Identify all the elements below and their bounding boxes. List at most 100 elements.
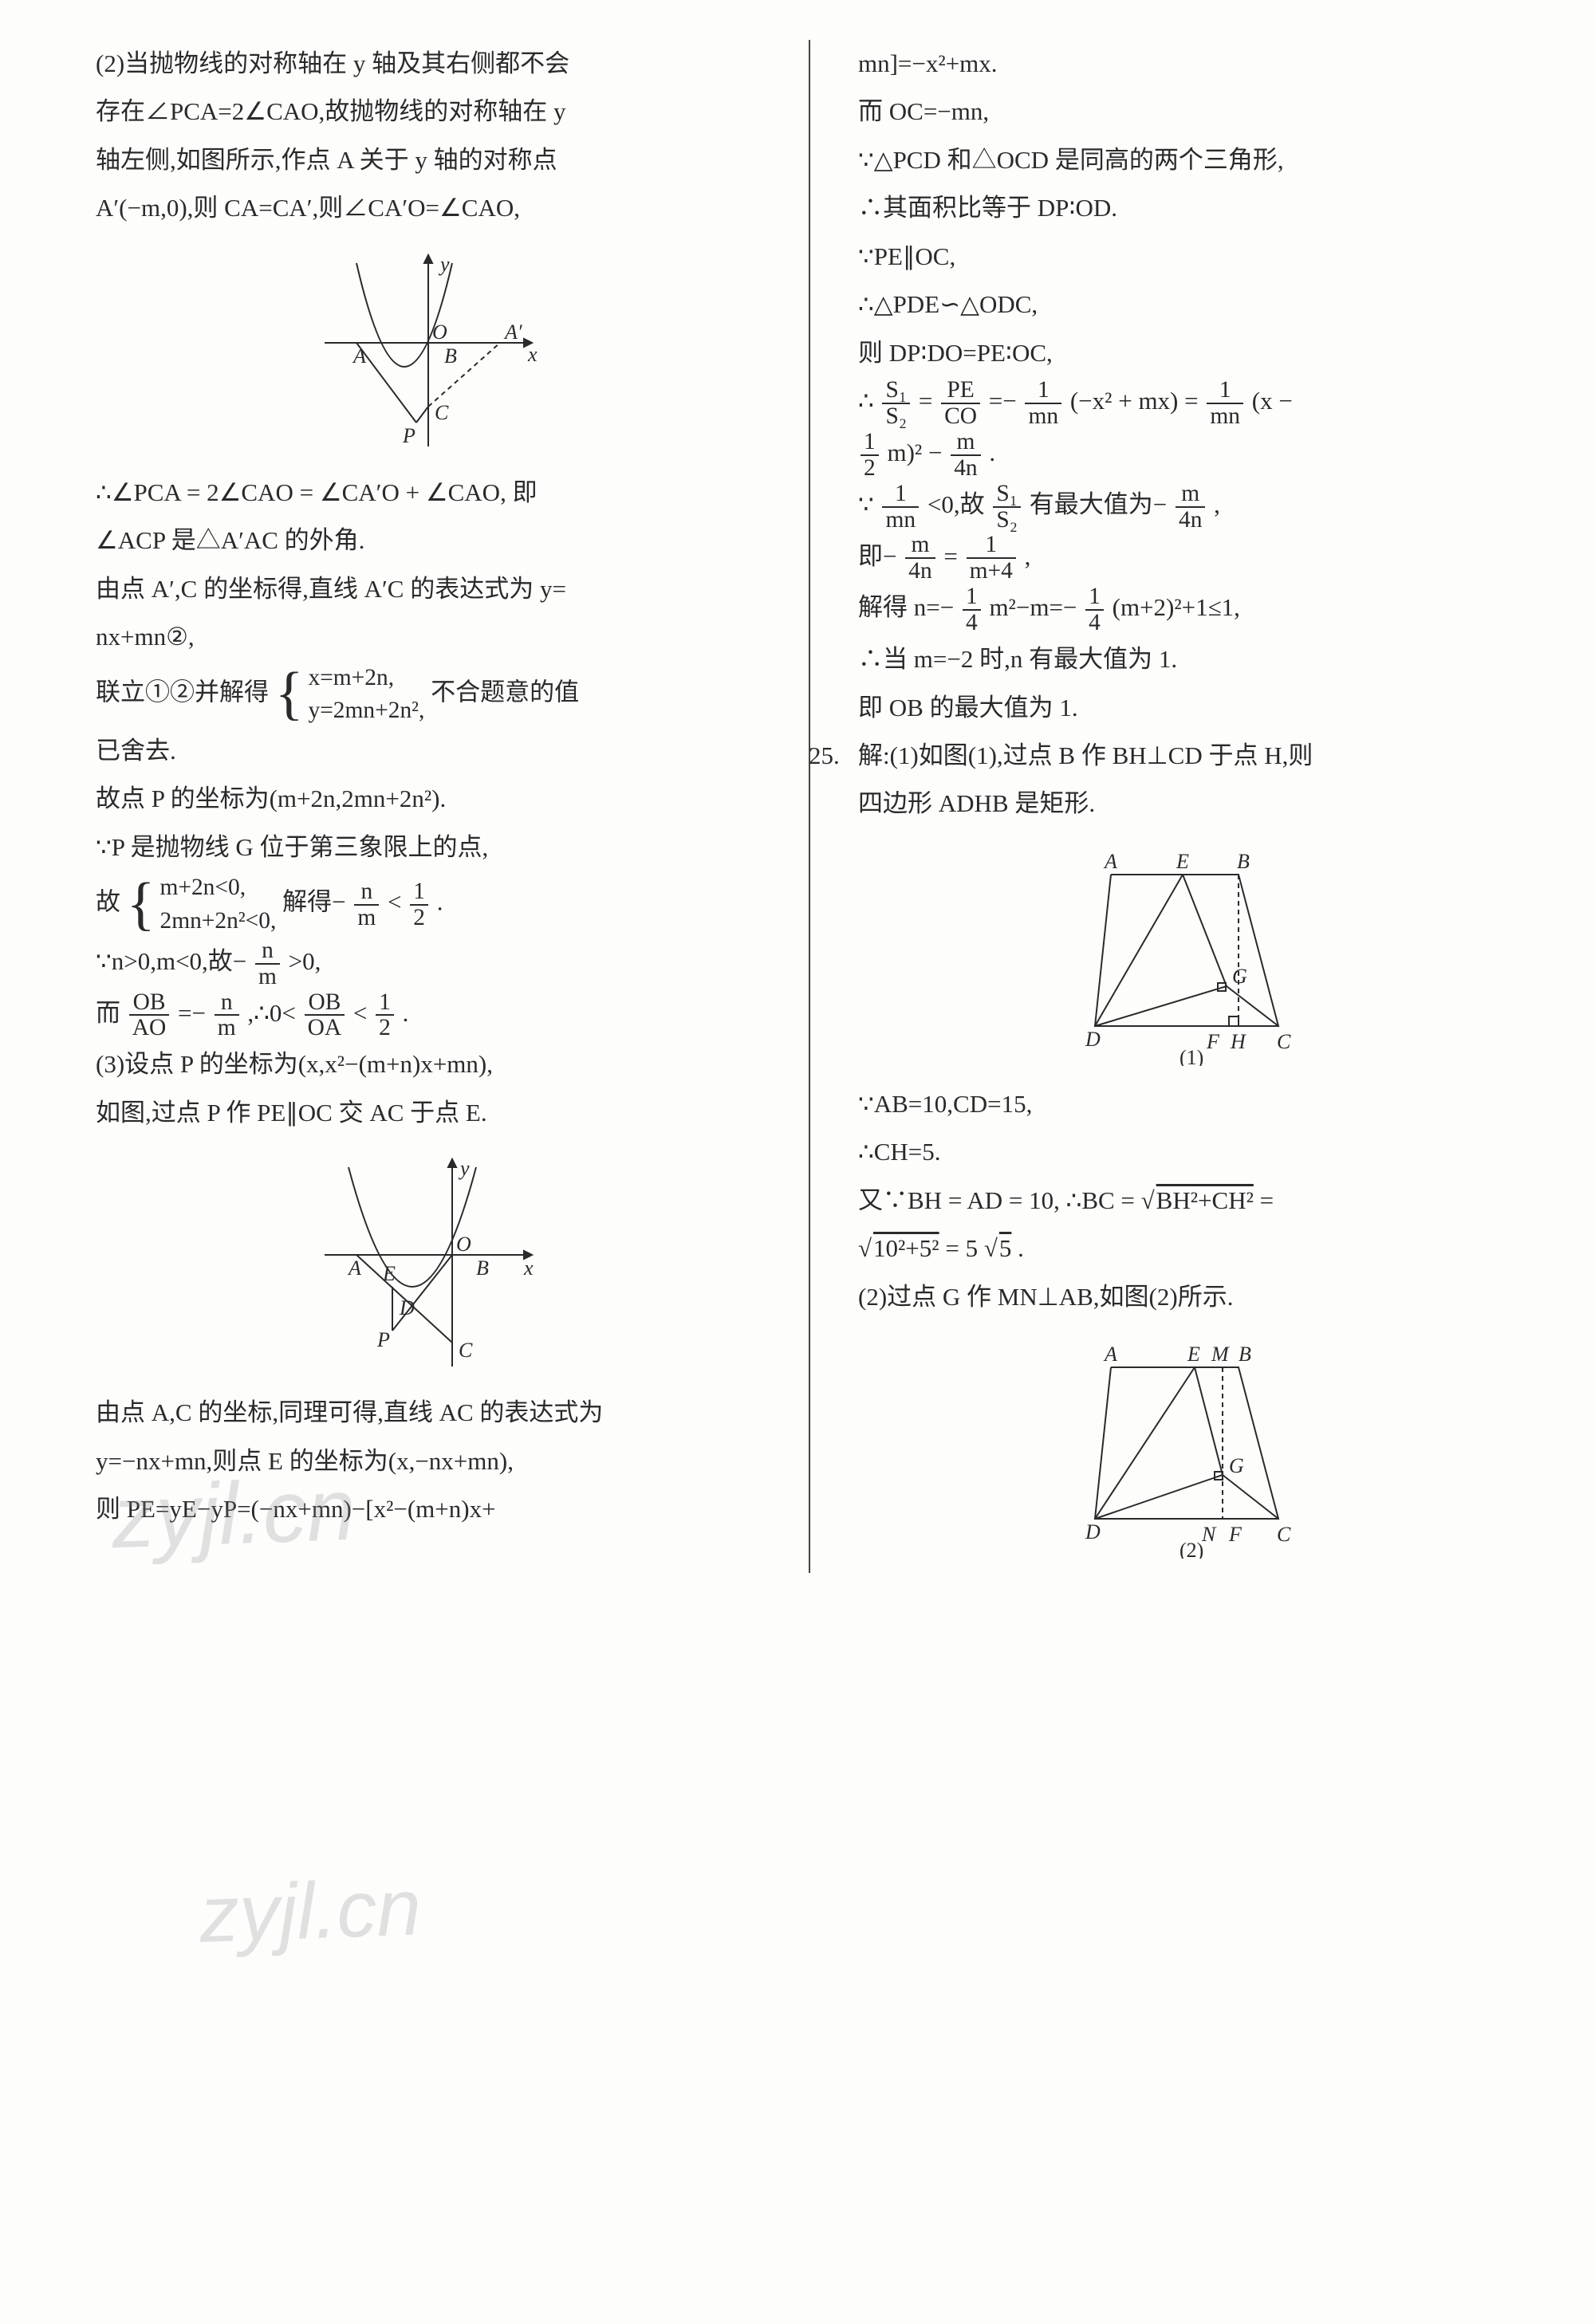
- text-line: y=−nx+mn,则点 E 的坐标为(x,−nx+mn),: [96, 1437, 761, 1485]
- fraction: OBOA: [305, 990, 345, 1041]
- text-line: 如图,过点 P 作 PE∥OC 交 AC 于点 E.: [96, 1089, 761, 1137]
- text-span: ∴∠PCA = 2∠CAO = ∠CA′O + ∠CAO,: [96, 478, 506, 506]
- svg-text:B: B: [444, 344, 457, 368]
- text-span: 有最大值为−: [1030, 490, 1167, 518]
- brace-row: 2mn+2n²<0,: [160, 905, 276, 938]
- text-span: ,: [1214, 490, 1220, 518]
- text-line: 25. 解:(1)如图(1),过点 B 作 BH⊥CD 于点 H,则: [858, 732, 1523, 780]
- svg-text:(2): (2): [1180, 1539, 1203, 1559]
- brace-row: m+2n<0,: [160, 871, 276, 904]
- text-span: =−: [178, 999, 206, 1027]
- fraction: 14: [1085, 584, 1104, 635]
- fraction: 1mn: [882, 482, 919, 533]
- text-span: ∵n>0,m<0,故−: [96, 947, 246, 975]
- text-span: = 5: [945, 1234, 978, 1262]
- svg-text:H: H: [1230, 1030, 1246, 1053]
- text-line: 即− m4n = 1m+4 ,: [858, 533, 1523, 584]
- text-span: 联立①②并解得: [96, 678, 269, 706]
- svg-text:E: E: [1176, 850, 1189, 873]
- svg-text:C: C: [435, 401, 449, 424]
- sqrt: 5: [998, 1234, 1012, 1262]
- fraction: 12: [376, 990, 394, 1041]
- question-number: 25.: [809, 732, 858, 780]
- text-line: 则 PE=yE−yP=(−nx+mn)−[x²−(m+n)x+: [96, 1485, 761, 1533]
- text-line: ∴∠PCA = 2∠CAO = ∠CA′O + ∠CAO, 即: [96, 469, 761, 517]
- text-line: (3)设点 P 的坐标为(x,x²−(m+n)x+mn),: [96, 1040, 761, 1088]
- text-line: ∵PE∥OC,: [858, 233, 1523, 281]
- svg-text:D: D: [1085, 1520, 1101, 1543]
- svg-text:A: A: [1103, 1343, 1117, 1366]
- text-span: <0,故: [927, 490, 985, 518]
- svg-text:E: E: [382, 1262, 396, 1285]
- text-line: 联立①②并解得 { x=m+2n, y=2mn+2n², 不合题意的值: [96, 662, 761, 727]
- text-span: (m+2)²+1≤1,: [1113, 593, 1240, 621]
- trapezoid-figure-1: A E B G D F H C (1): [1071, 843, 1310, 1066]
- svg-text:F: F: [1206, 1030, 1220, 1053]
- text-line: 而 OC=−mn,: [858, 88, 1523, 136]
- fraction: m4n: [1176, 482, 1205, 533]
- svg-text:y: y: [458, 1157, 470, 1180]
- fraction: PECO: [941, 378, 980, 429]
- text-line: 而 OBAO =− nm ,∴0< OBOA < 12 .: [96, 989, 761, 1041]
- svg-text:D: D: [1085, 1028, 1101, 1051]
- text-line: ∵n>0,m<0,故− nm >0,: [96, 938, 761, 989]
- text-span: 解:(1)如图(1),过点 B 作 BH⊥CD 于点 H,则: [858, 732, 1313, 780]
- fraction: m4n: [951, 430, 980, 481]
- svg-text:P: P: [402, 424, 415, 447]
- text-line: 故点 P 的坐标为(m+2n,2mn+2n²).: [96, 775, 761, 823]
- text-span: ∴: [858, 387, 874, 415]
- fraction: S₁S₂: [882, 378, 910, 429]
- text-line: ∴△PDE∽△ODC,: [858, 281, 1523, 328]
- text-span: 不合题意的值: [431, 678, 579, 706]
- svg-text:B: B: [1239, 1343, 1251, 1366]
- sqrt: BH²+CH²: [1155, 1186, 1254, 1214]
- text-span: .: [437, 888, 443, 916]
- svg-text:y: y: [438, 253, 450, 276]
- text-span: =: [1260, 1186, 1274, 1214]
- text-line: 又∵BH = AD = 10, ∴BC = √BH²+CH² =: [858, 1177, 1523, 1225]
- text-line: ∵AB=10,CD=15,: [858, 1080, 1523, 1128]
- text-line: 解得 n=− 14 m²−m=− 14 (m+2)²+1≤1,: [858, 584, 1523, 635]
- svg-text:A: A: [347, 1256, 361, 1280]
- trapezoid-figure-2: A E M B G D N F C (2): [1071, 1335, 1310, 1559]
- parabola-figure-2: y A E D P O B x C: [309, 1151, 548, 1374]
- brace-row: y=2mn+2n²,: [308, 694, 424, 727]
- svg-text:O: O: [432, 320, 447, 344]
- fraction: nm: [354, 879, 379, 930]
- left-column: (2)当抛物线的对称轴在 y 轴及其右侧都不会 存在∠PCA=2∠CAO,故抛物…: [96, 40, 761, 1573]
- brace: { m+2n<0, 2mn+2n²<0,: [127, 871, 277, 937]
- text-line: 四边形 ADHB 是矩形.: [858, 780, 1523, 828]
- text-span: 即−: [858, 542, 896, 570]
- text-span: .: [989, 438, 995, 466]
- text-span: .: [1018, 1234, 1024, 1262]
- svg-text:E: E: [1187, 1343, 1200, 1366]
- text-line: ∴当 m=−2 时,n 有最大值为 1.: [858, 635, 1523, 683]
- text-line: 则 DP∶DO=PE∶OC,: [858, 329, 1523, 377]
- text-line: ∵△PCD 和△OCD 是同高的两个三角形,: [858, 136, 1523, 184]
- fraction: m4n: [905, 533, 935, 584]
- fraction: S₁S₂: [993, 482, 1021, 533]
- text-line: (2)当抛物线的对称轴在 y 轴及其右侧都不会: [96, 40, 761, 88]
- svg-text:M: M: [1211, 1343, 1230, 1366]
- text-line: 故 { m+2n<0, 2mn+2n²<0, 解得− nm < 12 .: [96, 871, 761, 937]
- column-divider: [809, 40, 810, 1573]
- text-line: ∴其面积比等于 DP∶OD.: [858, 184, 1523, 232]
- text-line: (2)过点 G 作 MN⊥AB,如图(2)所示.: [858, 1273, 1523, 1321]
- text-span: ,: [1025, 542, 1031, 570]
- text-line: ∠ACP 是△A′AC 的外角.: [96, 517, 761, 564]
- svg-text:O: O: [456, 1233, 471, 1256]
- text-line: ∴CH=5.: [858, 1128, 1523, 1176]
- text-line: √10²+5² = 5 √5 .: [858, 1225, 1523, 1272]
- svg-text:B: B: [476, 1256, 489, 1280]
- text-span: m)² −: [887, 438, 942, 466]
- text-line: 由点 A′,C 的坐标得,直线 A′C 的表达式为 y=: [96, 565, 761, 613]
- fraction: nm: [215, 990, 239, 1041]
- svg-text:(1): (1): [1180, 1046, 1203, 1066]
- fraction: 14: [963, 584, 981, 635]
- text-span: 解得 n=−: [858, 593, 954, 621]
- text-line: ∴ S₁S₂ = PECO =− 1mn (−x² + mx) = 1mn (x…: [858, 377, 1523, 429]
- text-span: (x −: [1252, 387, 1293, 415]
- text-line: 轴左侧,如图所示,作点 A 关于 y 轴的对称点: [96, 136, 761, 184]
- text-line: 由点 A,C 的坐标,同理可得,直线 AC 的表达式为: [96, 1389, 761, 1437]
- text-span: ,∴0<: [247, 999, 295, 1027]
